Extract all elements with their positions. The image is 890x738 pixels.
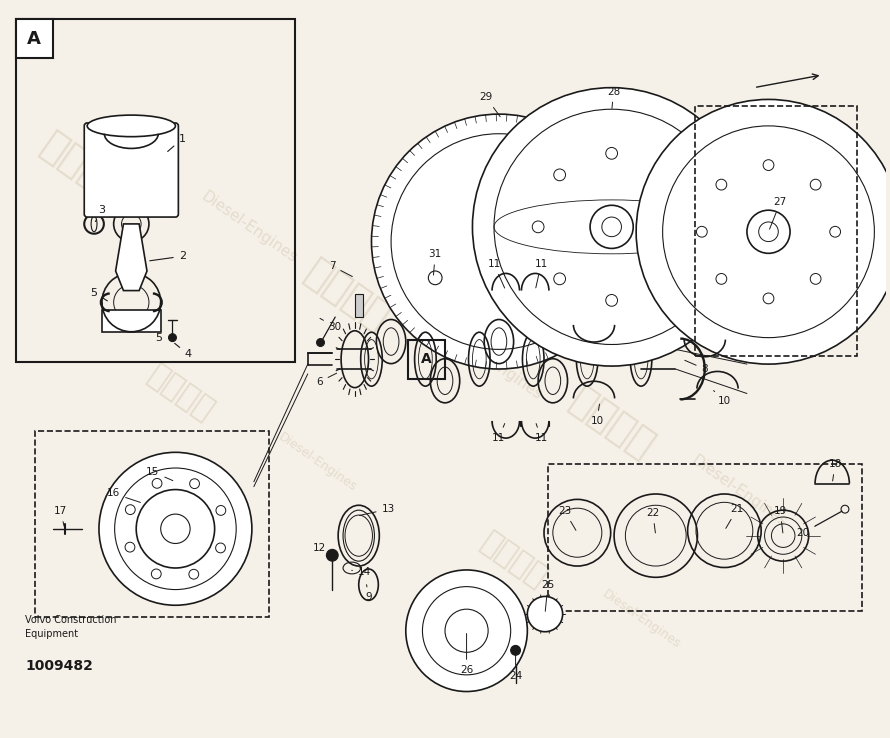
Circle shape <box>115 468 236 590</box>
Text: 30: 30 <box>320 318 342 332</box>
Text: Diesel-Engines: Diesel-Engines <box>276 430 360 494</box>
Text: 22: 22 <box>646 508 659 533</box>
Ellipse shape <box>87 115 175 137</box>
Text: 5: 5 <box>155 333 162 342</box>
Text: 21: 21 <box>726 504 744 528</box>
Text: Diesel-Engines: Diesel-Engines <box>689 453 789 530</box>
Text: 2: 2 <box>150 251 186 261</box>
Text: 紫发动力: 紫发动力 <box>33 125 132 210</box>
Text: 5: 5 <box>91 288 108 301</box>
Circle shape <box>406 570 528 692</box>
Text: 16: 16 <box>107 489 141 503</box>
Bar <box>16 19 53 58</box>
Text: 15: 15 <box>146 467 173 480</box>
Text: 24: 24 <box>509 653 522 681</box>
Circle shape <box>636 100 890 364</box>
Text: 11: 11 <box>534 259 547 288</box>
Bar <box>16 19 295 362</box>
Circle shape <box>371 114 627 369</box>
Circle shape <box>391 134 607 349</box>
Text: 紫发动力: 紫发动力 <box>298 253 396 338</box>
Text: 18: 18 <box>829 459 842 481</box>
Text: 13: 13 <box>360 504 395 515</box>
Text: 17: 17 <box>54 506 68 526</box>
Circle shape <box>99 452 252 605</box>
Text: A: A <box>28 30 41 48</box>
Bar <box>101 310 161 332</box>
Text: A: A <box>421 352 432 366</box>
Text: 8: 8 <box>684 360 708 374</box>
Text: 26: 26 <box>460 633 473 675</box>
Text: 11: 11 <box>492 424 506 443</box>
Bar <box>548 464 862 611</box>
Text: 7: 7 <box>329 261 352 277</box>
Polygon shape <box>116 224 147 291</box>
Circle shape <box>511 646 521 655</box>
Text: 27: 27 <box>770 197 787 230</box>
Bar <box>355 294 362 317</box>
Text: 19: 19 <box>773 506 787 533</box>
Text: 3: 3 <box>95 205 105 221</box>
Bar <box>408 339 445 379</box>
FancyArrowPatch shape <box>756 74 818 87</box>
Circle shape <box>494 109 729 345</box>
Circle shape <box>136 489 214 568</box>
Text: Diesel-Engines: Diesel-Engines <box>600 587 683 651</box>
Circle shape <box>663 126 874 337</box>
Circle shape <box>423 587 511 675</box>
Text: 20: 20 <box>797 526 815 538</box>
Circle shape <box>327 549 338 561</box>
Text: 紫发动力: 紫发动力 <box>562 381 661 465</box>
Text: 31: 31 <box>429 249 441 275</box>
Text: 28: 28 <box>607 86 620 108</box>
Text: 12: 12 <box>313 543 332 555</box>
Circle shape <box>168 334 176 342</box>
Text: 11: 11 <box>488 259 505 288</box>
Circle shape <box>317 339 325 346</box>
Text: 1: 1 <box>167 134 186 151</box>
Circle shape <box>528 596 562 632</box>
Text: 紫发动力: 紫发动力 <box>475 528 552 593</box>
Text: 紫发动力: 紫发动力 <box>142 361 219 427</box>
Circle shape <box>473 88 751 366</box>
Bar <box>695 106 857 356</box>
Text: 10: 10 <box>590 404 603 426</box>
Text: Diesel-Engines: Diesel-Engines <box>198 188 300 266</box>
Text: 1009482: 1009482 <box>26 659 93 673</box>
Text: Volvo Construction
Equipment: Volvo Construction Equipment <box>26 615 117 639</box>
Text: 4: 4 <box>174 343 191 359</box>
Text: 9: 9 <box>365 584 372 602</box>
Text: 14: 14 <box>352 567 371 577</box>
Bar <box>36 431 269 617</box>
Text: 11: 11 <box>534 424 547 443</box>
Text: 25: 25 <box>541 579 554 611</box>
Text: 6: 6 <box>316 373 336 387</box>
Text: 29: 29 <box>480 92 500 117</box>
Text: Diesel-Engines: Diesel-Engines <box>443 325 545 403</box>
Circle shape <box>445 609 488 652</box>
Text: 10: 10 <box>714 390 731 407</box>
FancyBboxPatch shape <box>85 123 178 217</box>
Text: 23: 23 <box>558 506 576 531</box>
